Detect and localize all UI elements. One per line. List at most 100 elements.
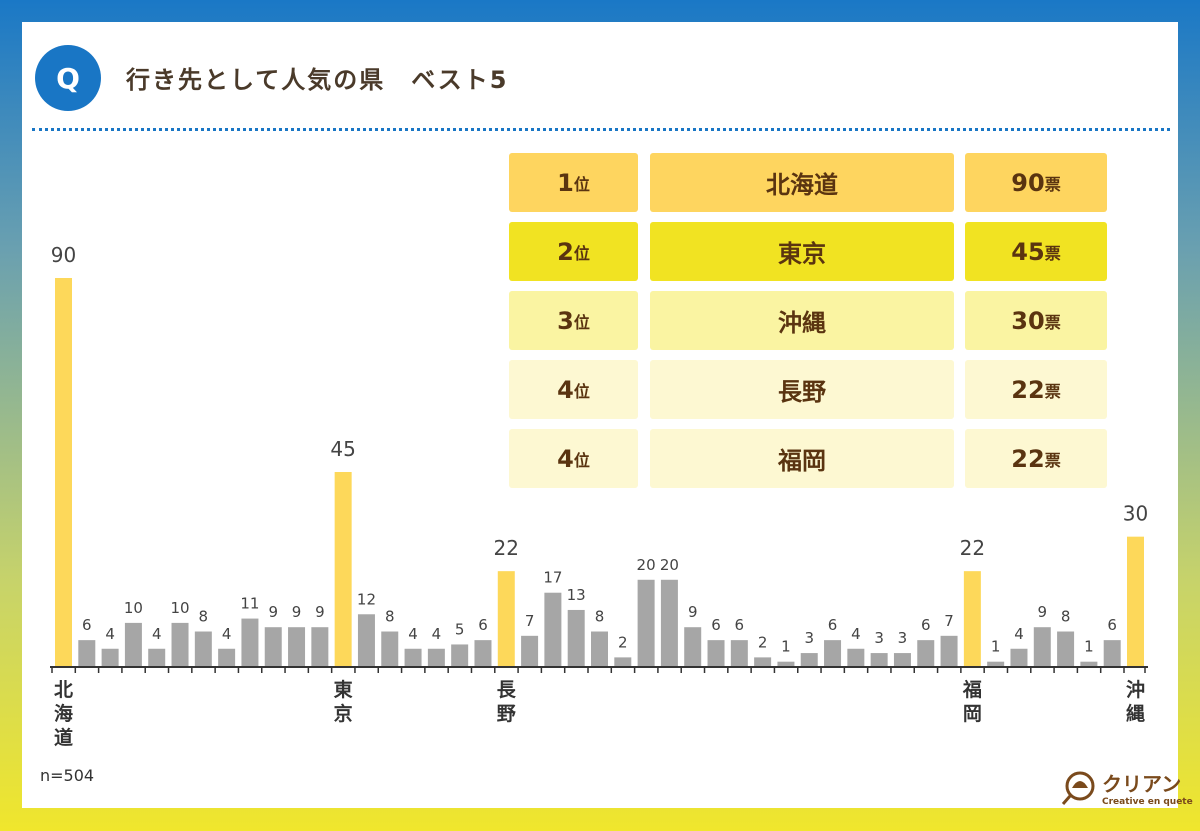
bar [591,631,608,666]
bar [730,640,748,666]
rank-suffix: 位 [573,381,590,401]
rank-suffix: 位 [573,312,590,332]
data-label: 9 [688,603,698,621]
votes-suffix: 票 [1044,381,1061,401]
bar [637,579,655,666]
divider [32,128,1170,131]
data-label: 1 [991,638,1001,656]
prefecture: 長野 [778,378,826,406]
bar [754,657,772,666]
bar [567,609,585,666]
data-label: 9 [1038,603,1048,621]
rank: 2 [557,237,574,266]
bar [893,653,911,666]
bar [171,622,189,666]
data-label: 2 [758,633,768,651]
category-label-char: 北 [54,679,73,701]
prefecture: 沖縄 [778,309,826,337]
bar [940,635,958,666]
bar [334,472,352,666]
rank-suffix: 位 [573,450,590,470]
bar [357,614,375,666]
prefecture-cell: 東京 [650,222,954,281]
q-icon: Q [35,45,101,111]
bar [451,644,469,666]
data-label: 11 [240,595,259,613]
bar [404,648,422,666]
data-label: 6 [828,616,838,634]
bar [614,657,632,666]
prefecture-cell: 北海道 [650,153,954,212]
bar [1103,640,1121,666]
data-label: 10 [124,599,143,617]
prefecture-cell: 長野 [650,360,954,419]
data-label: 3 [874,629,884,647]
votes: 22 [1011,444,1045,473]
prefecture: 東京 [778,240,826,268]
rank-suffix: 位 [573,243,590,263]
data-label: 45 [330,437,355,461]
bar [917,640,935,666]
data-label: 8 [199,608,209,626]
bar [1010,648,1028,666]
votes-suffix: 票 [1044,243,1061,263]
votes: 90 [1011,168,1045,197]
data-label: 4 [851,625,861,643]
bar [777,661,795,666]
votes: 45 [1011,237,1045,266]
bar [707,640,725,666]
category-label-char: 野 [497,703,516,725]
votes: 22 [1011,375,1045,404]
data-label: 1 [781,638,791,656]
bar [381,631,399,666]
prefecture: 北海道 [766,171,838,199]
data-label: 2 [618,633,628,651]
data-label: 12 [357,590,376,608]
prefecture-cell: 沖縄 [650,291,954,350]
bar [194,631,212,666]
category-label-char: 海 [54,702,73,725]
bar [124,622,142,666]
bar [800,653,818,666]
data-label: 20 [660,556,679,574]
votes-cell: 22 票 [965,360,1107,419]
data-label: 20 [637,556,656,574]
data-label: 7 [944,612,954,630]
bar [427,648,445,666]
category-label-char: 東 [334,678,353,701]
bar [544,592,562,666]
data-label: 6 [82,616,92,634]
rank: 4 [557,375,574,404]
rank: 1 [557,168,574,197]
data-label: 3 [898,629,908,647]
bar [521,635,539,666]
category-label-char: 長 [497,679,517,701]
votes-cell: 45 票 [965,222,1107,281]
category-label-char: 京 [334,702,353,725]
data-label: 3 [804,629,814,647]
bar [241,618,259,666]
rank: 4 [557,444,574,473]
logo-name: クリアン [1102,772,1182,796]
data-label: 30 [1123,502,1148,526]
data-label: 4 [432,625,442,643]
data-label: 6 [711,616,721,634]
data-label: 4 [408,625,418,643]
data-label: 7 [525,612,535,630]
votes-suffix: 票 [1044,312,1061,332]
data-label: 5 [455,620,465,638]
data-label: 9 [268,603,278,621]
data-label: 4 [222,625,232,643]
bar [218,648,236,666]
bar [311,627,329,666]
page-title: 行き先として人気の県 ベスト5 [126,66,509,94]
bar [660,579,678,666]
data-label: 6 [735,616,745,634]
data-label: 8 [595,608,605,626]
votes-cell: 30 票 [965,291,1107,350]
data-label: 90 [51,243,76,267]
